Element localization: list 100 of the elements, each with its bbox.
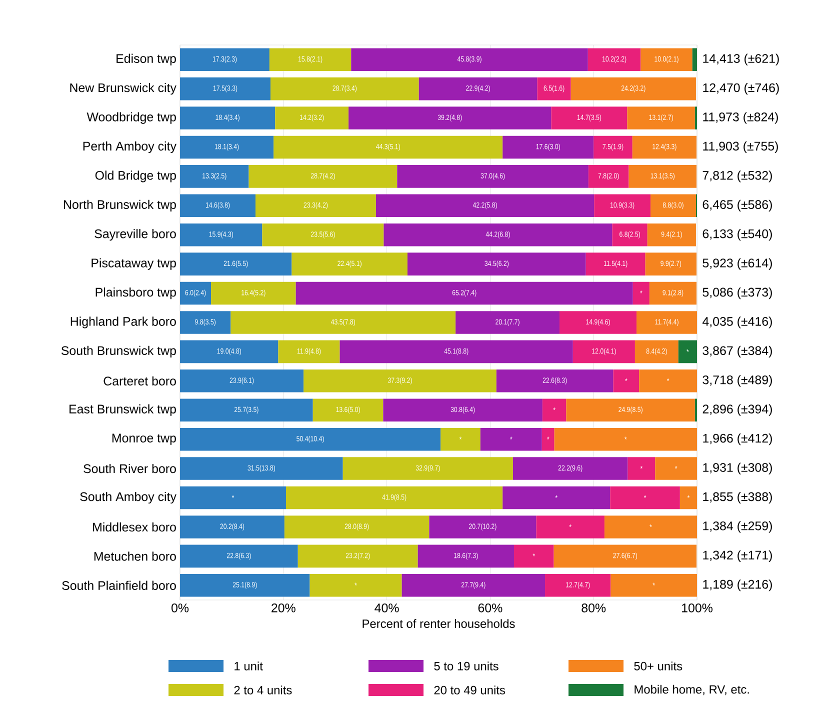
bar: [680, 486, 698, 510]
legend-label: Mobile home, RV, etc.: [634, 684, 749, 696]
bar: [559, 311, 637, 334]
total-label: 1,931 (±308): [703, 462, 772, 474]
y-tick-label: Sayreville boro: [94, 229, 176, 241]
bar: [340, 340, 573, 364]
bar: [502, 486, 610, 510]
bar: [211, 282, 296, 305]
bar: [180, 136, 274, 159]
bar: [255, 194, 376, 218]
bar: [274, 136, 503, 159]
y-tick-label: Metuchen boro: [94, 552, 176, 561]
bar: [269, 48, 352, 71]
bar: [645, 252, 696, 276]
y-tick-label: Middlesex boro: [93, 522, 176, 532]
bar: [692, 48, 698, 71]
bar: [542, 428, 554, 451]
bar: [610, 486, 680, 510]
x-tick-label: 100%: [682, 604, 712, 612]
y-tick-label: Piscataway twp: [92, 258, 176, 270]
bar: [180, 340, 278, 364]
y-tick-label: East Brunswick twp: [70, 404, 176, 416]
bar: [351, 48, 588, 71]
bar: [570, 77, 696, 100]
x-tick-label: 40%: [374, 604, 399, 612]
x-tick-label: 0%: [171, 604, 189, 612]
y-tick-label: New Brunswick city: [70, 82, 176, 95]
bar: [407, 252, 586, 276]
bar: [588, 48, 641, 71]
bar: [348, 106, 552, 130]
bar: [612, 223, 648, 246]
bar: [545, 574, 611, 597]
bar: [180, 574, 310, 597]
total-label: 3,718 (±489): [702, 375, 772, 387]
total-label: 5,086 (±373): [702, 287, 772, 300]
bar: [180, 311, 231, 334]
legend-label: 5 to 19 units: [434, 662, 498, 670]
x-tick-label: 60%: [478, 604, 502, 612]
bar: [628, 457, 656, 480]
bar: [512, 457, 628, 480]
bar: [284, 516, 430, 538]
total-label: 6,133 (±540): [702, 229, 772, 241]
total-label: 11,973 (±824): [703, 112, 778, 124]
bar: [610, 574, 698, 597]
total-label: 14,413 (±621): [703, 54, 779, 66]
bar: [180, 370, 304, 392]
bar: [180, 194, 256, 218]
bar: [180, 77, 270, 100]
bar: [496, 370, 614, 392]
bar: [180, 398, 313, 422]
total-label: 5,923 (±614): [702, 258, 772, 270]
bar: [554, 428, 698, 451]
bar: [298, 544, 418, 568]
total-label: 1,342 (±171): [703, 550, 772, 562]
bar: [502, 136, 594, 159]
bar: [628, 165, 696, 188]
legend-label: 50+ units: [634, 662, 682, 670]
bar: [376, 194, 594, 218]
bar: [312, 398, 384, 422]
y-tick-label: Highland Park boro: [70, 316, 176, 328]
bar: [296, 282, 633, 305]
total-label: 1,966 (±412): [703, 434, 772, 446]
bar: [310, 574, 402, 597]
bar: [537, 77, 571, 100]
x-tick-label: 80%: [582, 604, 606, 612]
bar: [594, 136, 632, 159]
bar: [551, 106, 628, 130]
bar: [180, 252, 292, 276]
bar: [262, 223, 384, 246]
bar: [270, 77, 419, 100]
bar: [694, 398, 698, 422]
bar: [292, 252, 408, 276]
bar: [397, 165, 588, 188]
y-tick-label: South Plainfield boro: [62, 580, 176, 590]
bar: [572, 340, 635, 364]
bar: [627, 106, 695, 130]
y-tick-label: South River boro: [84, 464, 176, 474]
y-tick-label: South Brunswick twp: [61, 346, 176, 358]
total-label: 7,812 (±532): [702, 170, 772, 182]
y-tick-label: Carteret boro: [104, 376, 176, 386]
bar: [594, 194, 650, 218]
bar: [554, 544, 696, 568]
bar: [440, 428, 480, 451]
total-label: 11,903 (±755): [703, 141, 778, 154]
bar: [613, 370, 640, 392]
bar: [536, 516, 604, 538]
bar: [480, 428, 542, 451]
y-tick-label: Woodbridge twp: [86, 112, 176, 124]
bar: [304, 370, 496, 392]
bar: [278, 340, 340, 364]
total-label: 3,867 (±384): [702, 346, 772, 358]
bar: [180, 48, 270, 71]
total-label: 1,384 (±259): [703, 521, 772, 533]
bar: [180, 282, 212, 305]
y-tick-label: North Brunswick twp: [64, 200, 176, 212]
bar: [694, 106, 698, 130]
total-label: 2,896 (±394): [702, 404, 772, 416]
bar: [514, 544, 554, 568]
total-label: 1,189 (±216): [703, 580, 772, 592]
bar: [586, 252, 646, 276]
